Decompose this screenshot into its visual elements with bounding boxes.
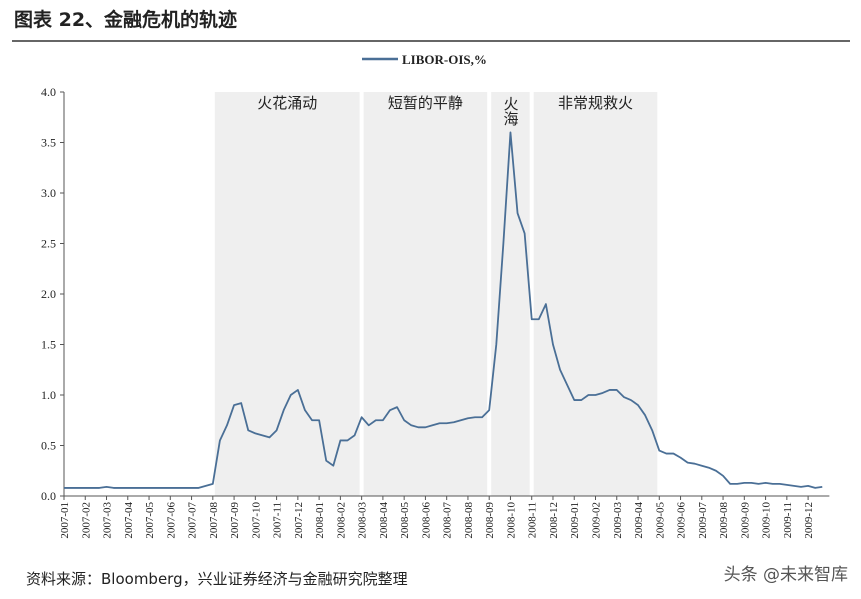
- x-tick-label: 2008-11: [527, 502, 539, 538]
- y-tick-label: 2.0: [41, 287, 56, 301]
- x-tick-label: 2009-03: [612, 502, 624, 539]
- x-tick-label: 2008-05: [399, 502, 411, 539]
- x-tick-label: 2009-02: [591, 502, 603, 539]
- y-tick-label: 1.5: [41, 338, 56, 352]
- x-tick-label: 2007-08: [208, 502, 220, 539]
- x-tick-label: 2009-06: [676, 502, 688, 539]
- x-tick-label: 2008-02: [335, 502, 347, 539]
- phase-label: 非常规救火: [558, 94, 633, 112]
- x-tick-label: 2008-03: [357, 502, 369, 539]
- x-tick-label: 2007-04: [123, 502, 135, 539]
- x-tick-label: 2009-04: [633, 502, 645, 539]
- y-tick-label: 0.0: [41, 489, 56, 503]
- x-tick-label: 2008-08: [463, 502, 475, 539]
- y-tick-label: 4.0: [41, 85, 56, 99]
- y-tick-label: 2.5: [41, 237, 56, 251]
- data-line: [64, 131, 823, 489]
- x-tick-label: 2007-12: [293, 502, 305, 539]
- x-tick-label: 2007-09: [229, 502, 241, 539]
- x-tick-label: 2008-10: [505, 502, 517, 539]
- phase-band: [363, 92, 488, 496]
- x-tick-label: 2007-07: [187, 502, 199, 539]
- watermark: 头条 @未来智库: [724, 565, 848, 585]
- phase-label: 火花涌动: [257, 94, 317, 112]
- phase-band: [214, 92, 360, 496]
- x-tick-label: 2007-10: [250, 502, 262, 539]
- x-tick-label: 2007-11: [272, 502, 284, 538]
- y-tick-label: 0.5: [41, 439, 56, 453]
- y-tick-label: 1.0: [41, 388, 56, 402]
- x-tick-label: 2009-01: [569, 502, 581, 539]
- x-tick-label: 2008-06: [420, 502, 432, 539]
- x-tick-label: 2008-12: [548, 502, 560, 539]
- legend-label: LIBOR-OIS,%: [402, 52, 487, 67]
- x-tick-label: 2008-07: [442, 502, 454, 539]
- x-tick-label: 2008-09: [484, 502, 496, 539]
- phase-label: 火海: [501, 96, 519, 126]
- y-tick-label: 3.5: [41, 136, 56, 150]
- x-tick-label: 2007-01: [59, 502, 71, 539]
- x-tick-label: 2009-07: [697, 502, 709, 539]
- x-tick-label: 2009-09: [739, 502, 751, 539]
- x-tick-label: 2007-06: [165, 502, 177, 539]
- x-tick-label: 2009-08: [718, 502, 730, 539]
- x-tick-label: 2007-05: [144, 502, 156, 539]
- x-tick-label: 2007-03: [102, 502, 114, 539]
- y-tick-label: 3.0: [41, 186, 56, 200]
- chart-title: 图表 22、金融危机的轨迹: [14, 8, 237, 31]
- phase-band: [533, 92, 658, 496]
- source-note: 资料来源：Bloomberg，兴业证券经济与金融研究院整理: [26, 570, 408, 588]
- x-tick-label: 2009-10: [761, 502, 773, 539]
- x-tick-label: 2009-12: [803, 502, 815, 539]
- x-tick-label: 2008-04: [378, 502, 390, 539]
- phase-label: 短暂的平静: [388, 94, 463, 112]
- x-tick-label: 2009-11: [782, 502, 794, 538]
- phase-band: [491, 92, 530, 496]
- x-tick-label: 2009-05: [654, 502, 666, 539]
- x-tick-label: 2007-02: [80, 502, 92, 539]
- x-tick-label: 2008-01: [314, 502, 326, 539]
